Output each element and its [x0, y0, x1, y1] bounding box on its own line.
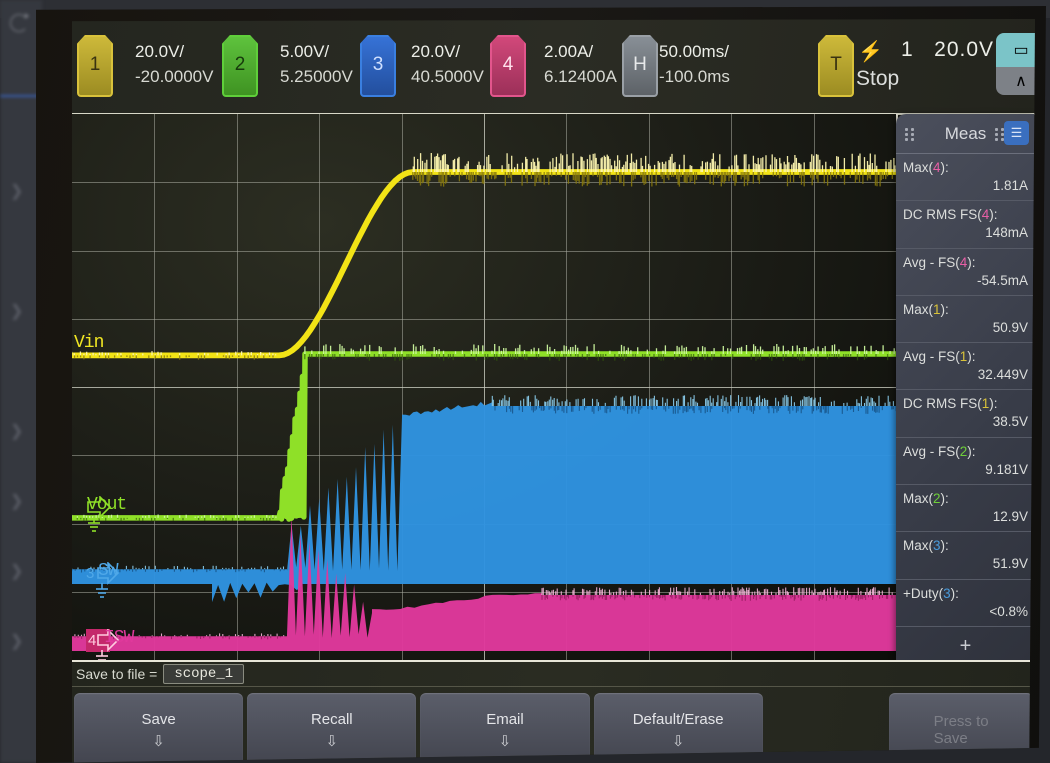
- svg-text:4: 4: [88, 632, 96, 649]
- svg-text:3: 3: [86, 565, 94, 582]
